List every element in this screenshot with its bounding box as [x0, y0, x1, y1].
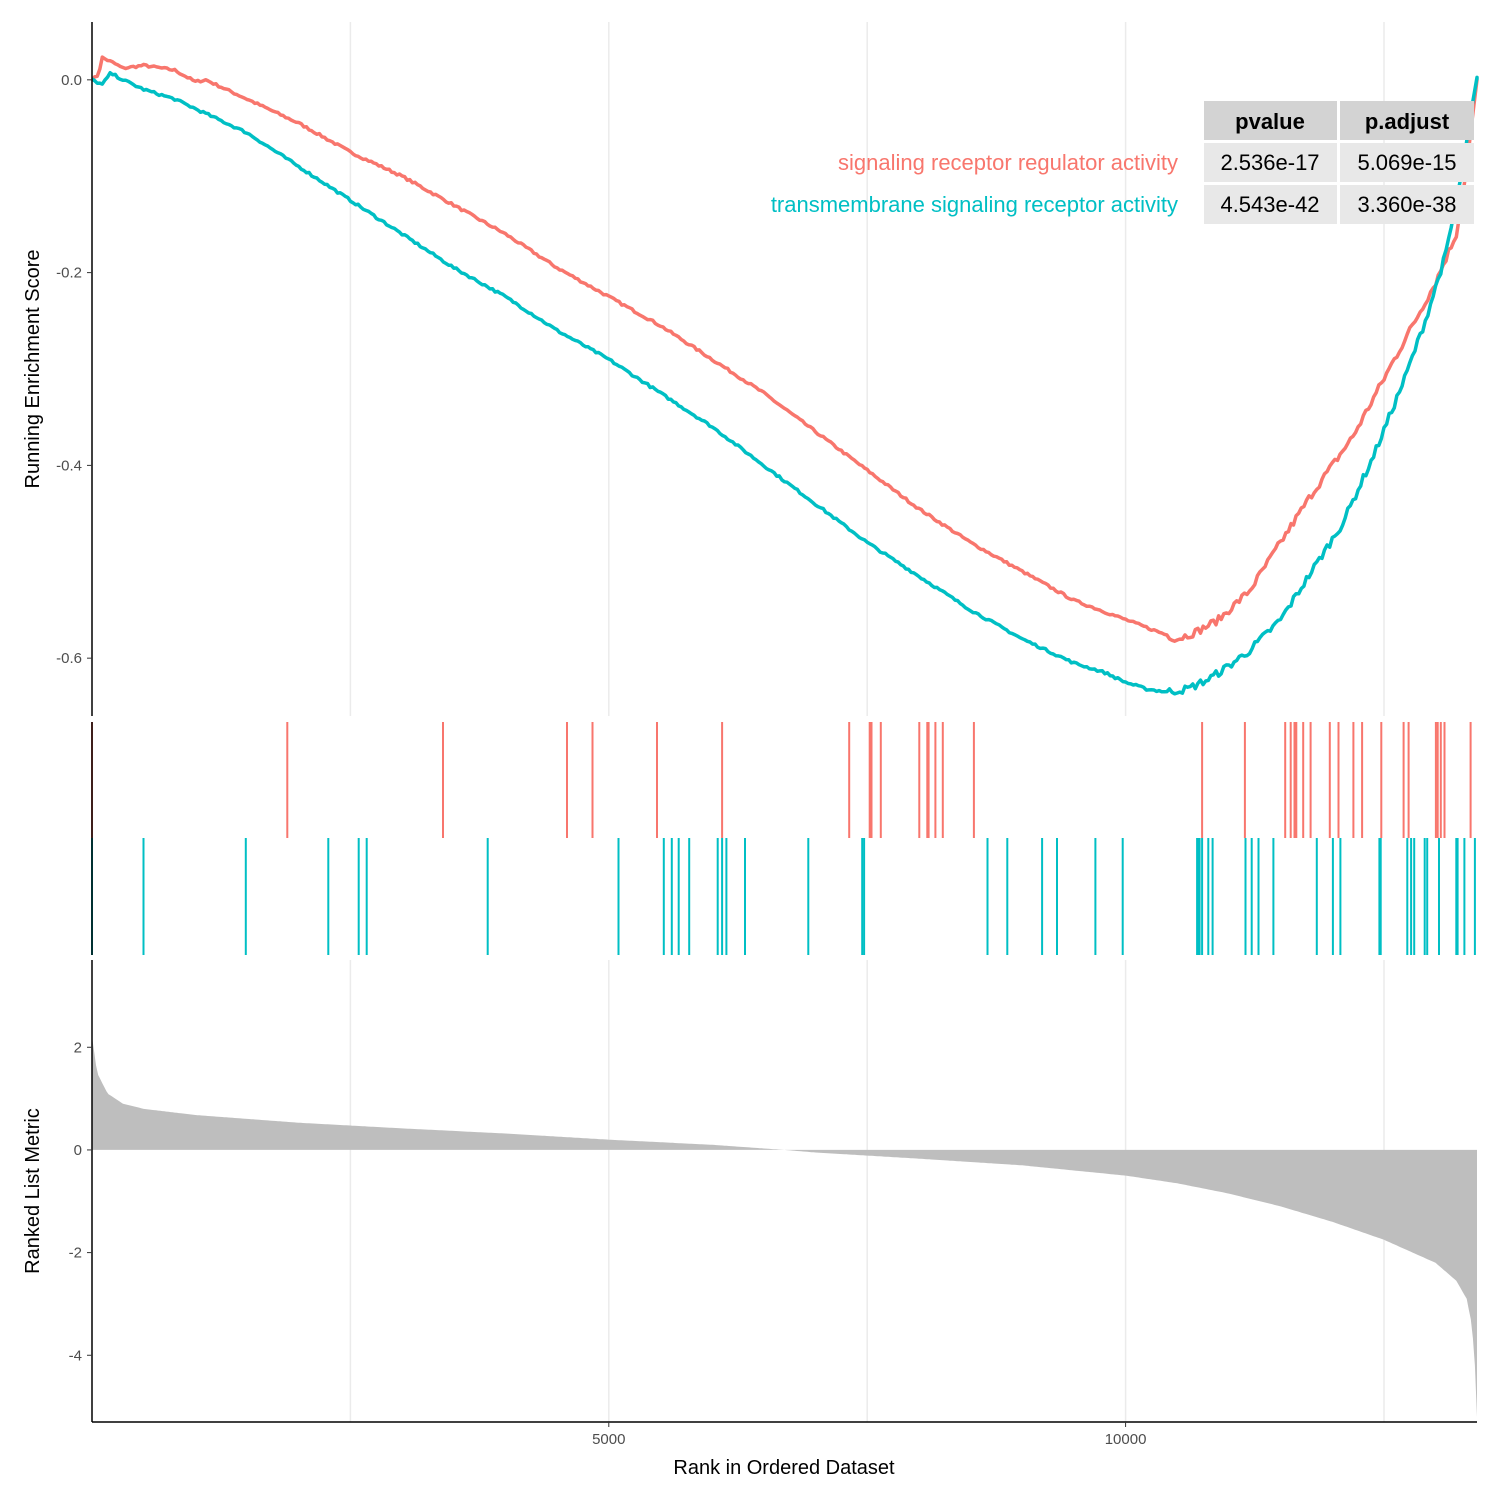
table-cell	[1204, 185, 1337, 224]
metric-area	[92, 1037, 1477, 1417]
hit-rug	[91, 722, 1476, 955]
table-cell-pvalue-2: 4.543e-42	[1220, 192, 1319, 217]
metric-y-tick-label: 0	[74, 1142, 82, 1159]
x-axis-title: Rank in Ordered Dataset	[673, 1457, 895, 1479]
es-y-tick-label: 0.0	[61, 72, 82, 89]
es-curve-series-2	[91, 70, 1479, 696]
x-tick-label: 5000	[592, 1431, 625, 1448]
legend-label-series-1: signaling receptor regulator activity	[838, 150, 1178, 175]
es-y-tick-label: -0.6	[56, 650, 82, 667]
metric-y-tick-label: -4	[69, 1347, 82, 1364]
gridlines	[349, 22, 1385, 1422]
es-y-axis-title: Running Enrichment Score	[22, 249, 44, 488]
tick-labels: 0.0 -0.2 -0.4 -0.6 2 0 -2 -4 5000 10000	[56, 72, 1146, 1448]
metric-y-axis-title: Ranked List Metric	[22, 1108, 44, 1274]
legend-pvalue-table: pvalue p.adjust signaling receptor regul…	[771, 101, 1474, 224]
ranked-metric-area	[92, 1037, 1477, 1417]
table-cell	[1204, 143, 1337, 182]
axes	[91, 22, 1477, 1423]
enrichment-curves	[90, 55, 1479, 696]
table-header-padjust: p.adjust	[1365, 109, 1450, 134]
table-cell-padjust-1: 5.069e-15	[1357, 150, 1456, 175]
table-cell-padjust-2: 3.360e-38	[1357, 192, 1456, 217]
es-y-tick-label: -0.2	[56, 265, 82, 282]
table-header-cell-padjust	[1340, 101, 1474, 140]
metric-y-tick-label: 2	[74, 1039, 82, 1056]
x-tick-label: 10000	[1105, 1431, 1147, 1448]
table-cell	[1340, 185, 1474, 224]
table-cell	[1340, 143, 1474, 182]
es-y-tick-label: -0.4	[56, 457, 82, 474]
es-curve-series-1	[90, 55, 1479, 643]
metric-y-tick-label: -2	[69, 1245, 82, 1262]
table-cell-pvalue-1: 2.536e-17	[1220, 150, 1319, 175]
table-header-cell-pvalue	[1204, 101, 1337, 140]
legend-label-series-2: transmembrane signaling receptor activit…	[771, 192, 1178, 217]
table-header-pvalue: pvalue	[1235, 109, 1305, 134]
